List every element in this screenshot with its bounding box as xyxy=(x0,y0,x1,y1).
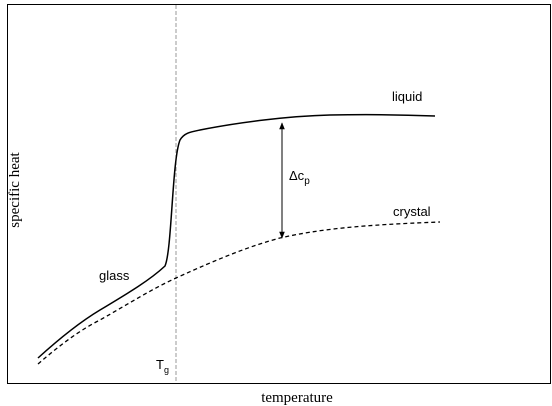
tg-text: T xyxy=(156,357,164,372)
crystal-curve xyxy=(37,221,441,365)
delta-label: Δcp xyxy=(289,168,310,187)
y-axis-label: specific heat xyxy=(7,151,23,227)
tg-label: Tg xyxy=(156,357,169,375)
liquid-glass-curve xyxy=(37,113,436,359)
glass-label: glass xyxy=(99,268,130,283)
delta-sub: p xyxy=(304,176,310,187)
frame xyxy=(7,4,551,384)
crystal-label: crystal xyxy=(393,204,431,219)
x-axis-label: temperature xyxy=(261,390,333,406)
liquid-label: liquid xyxy=(392,89,422,104)
delta-text: Δc xyxy=(289,168,305,183)
tg-sub: g xyxy=(164,365,169,375)
